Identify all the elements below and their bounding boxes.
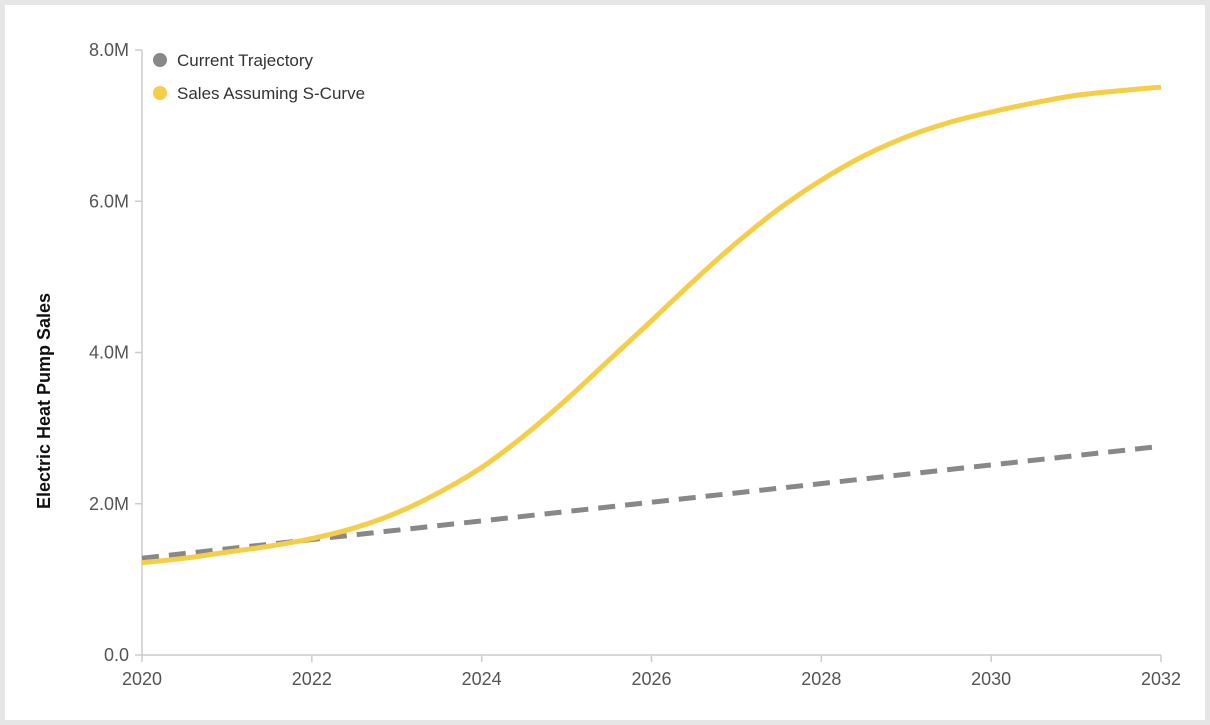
series-line-2 (141, 84, 1162, 566)
legend-label: Sales Assuming S-Curve (177, 84, 365, 103)
axes: 0.0 2.0M 4.0M 6.0M 8.0M 2020 2022 2024 2026 2028 2… (89, 40, 1181, 689)
x-tick-label: 2028 (801, 669, 841, 689)
legend-label: Current Trajectory (177, 51, 314, 70)
x-tick-label: 2022 (292, 669, 332, 689)
legend-swatch (153, 53, 167, 67)
y-axis-title: Electric Heat Pump Sales (34, 293, 54, 509)
y-tick-label: 0.0 (104, 645, 129, 665)
x-tick-label: 2020 (122, 669, 162, 689)
x-tick-label: 2030 (971, 669, 1011, 689)
line-chart: 0.0 2.0M 4.0M 6.0M 8.0M 2020 2022 2024 2026 2028 2… (34, 40, 1181, 689)
y-tick-label: 8.0M (89, 40, 129, 60)
y-tick-label: 4.0M (89, 343, 129, 363)
series-layer (141, 84, 1162, 566)
x-tick-label: 2024 (462, 669, 502, 689)
x-tick-label: 2032 (1141, 669, 1181, 689)
legend-swatch (153, 86, 167, 100)
legend: Current Trajectory Sales Assuming S-Curve (153, 51, 365, 103)
chart-panel: 0.0 2.0M 4.0M 6.0M 8.0M 2020 2022 2024 2026 2028 2… (5, 5, 1205, 720)
x-tick-label: 2026 (631, 669, 671, 689)
y-tick-label: 6.0M (89, 191, 129, 211)
y-tick-label: 2.0M (89, 494, 129, 514)
